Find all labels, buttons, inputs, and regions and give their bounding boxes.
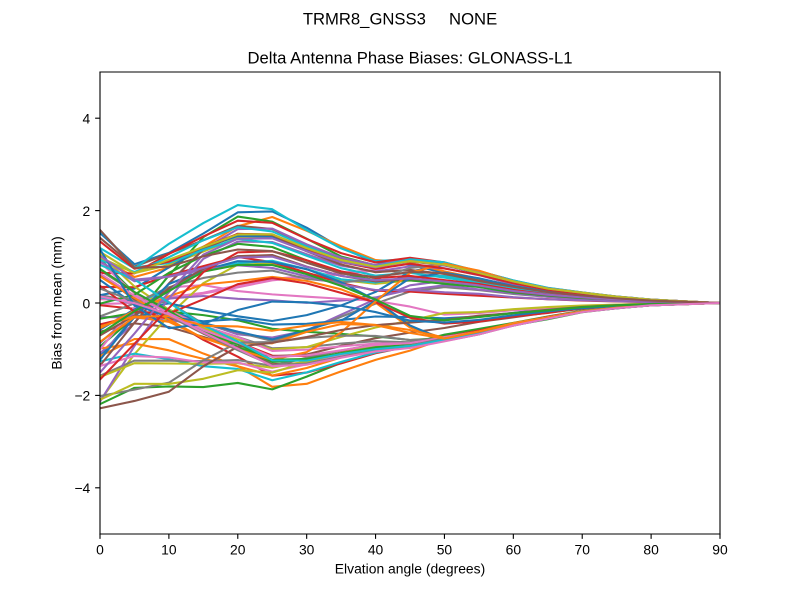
svg-text:60: 60 — [506, 541, 522, 557]
svg-text:20: 20 — [230, 541, 246, 557]
svg-text:90: 90 — [712, 541, 728, 557]
svg-text:Elvation angle (degrees): Elvation angle (degrees) — [335, 560, 485, 576]
svg-text:80: 80 — [643, 541, 659, 557]
svg-text:0: 0 — [96, 541, 104, 557]
svg-text:40: 40 — [368, 541, 384, 557]
svg-text:TRMR8_GNSS3 NONE: TRMR8_GNSS3 NONE — [303, 9, 497, 28]
svg-text:−2: −2 — [74, 388, 90, 404]
svg-text:0: 0 — [83, 295, 91, 311]
svg-text:30: 30 — [299, 541, 315, 557]
svg-text:−4: −4 — [74, 480, 90, 496]
svg-text:2: 2 — [83, 203, 91, 219]
svg-text:4: 4 — [83, 110, 91, 126]
svg-text:70: 70 — [575, 541, 591, 557]
svg-text:50: 50 — [437, 541, 453, 557]
svg-text:Bias from mean (mm): Bias from mean (mm) — [48, 236, 64, 369]
svg-text:10: 10 — [161, 541, 177, 557]
svg-text:Delta Antenna Phase Biases: GL: Delta Antenna Phase Biases: GLONASS-L1 — [248, 49, 573, 68]
